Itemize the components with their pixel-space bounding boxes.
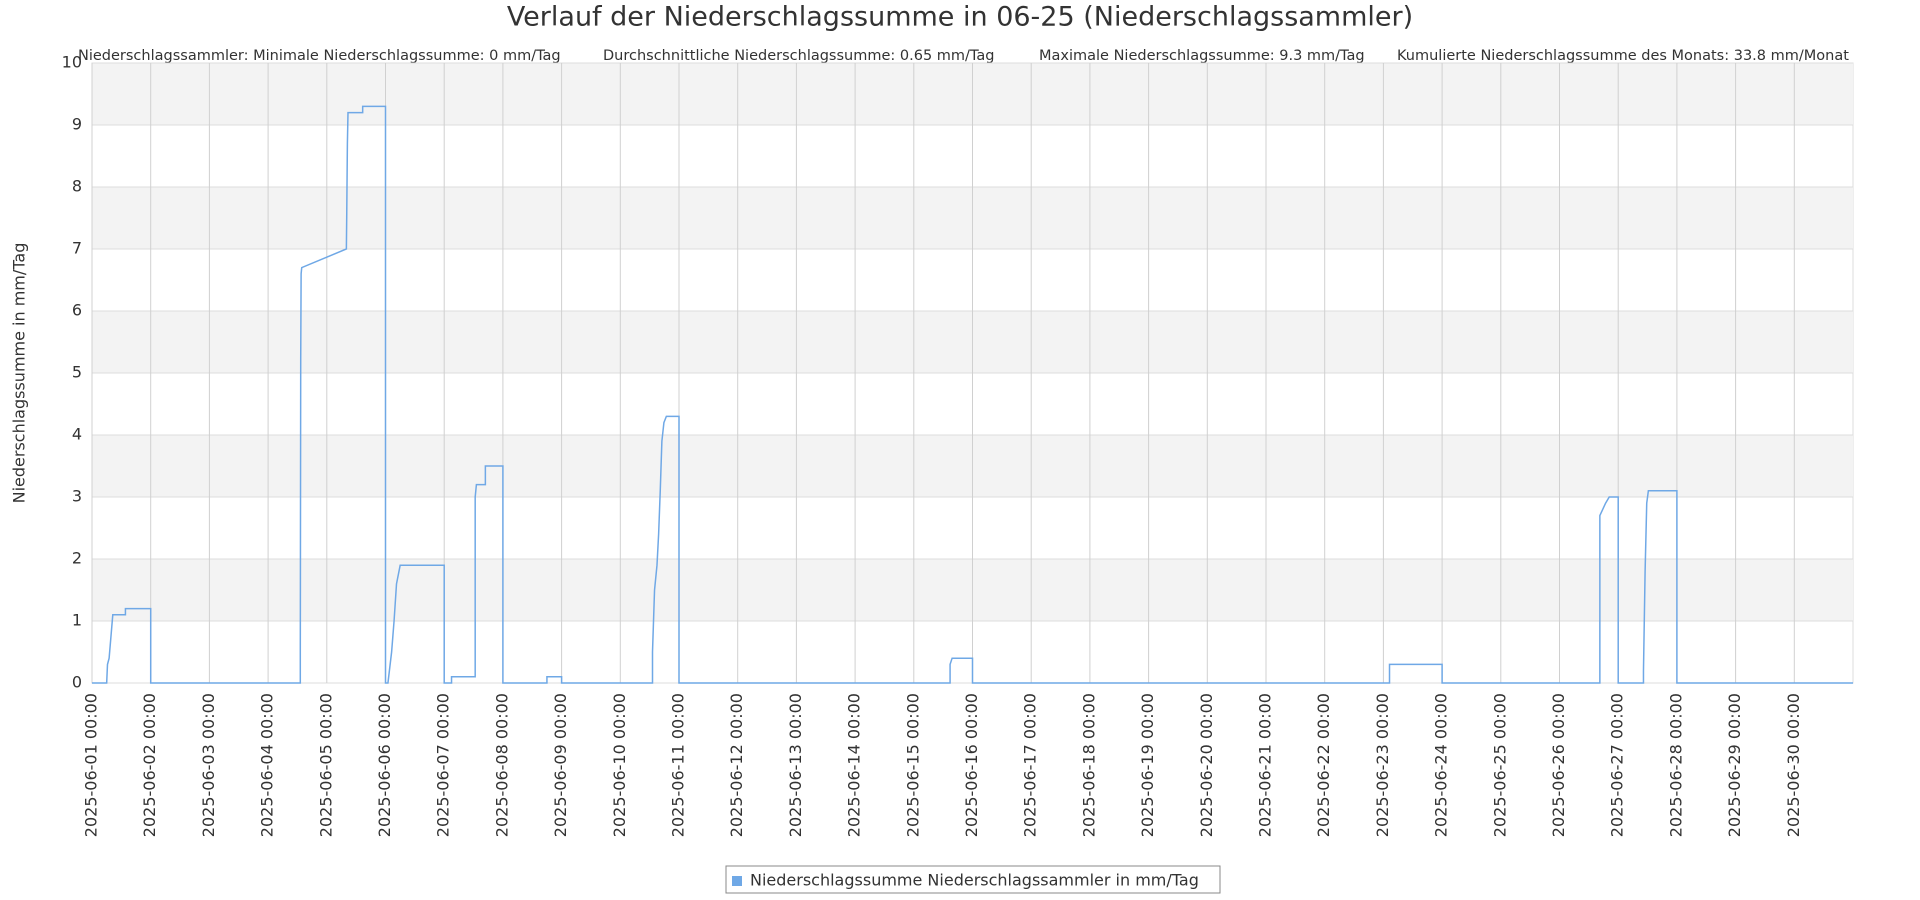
x-tick-label: 2025-06-02 00:00: [140, 693, 159, 837]
y-tick-label: 4: [72, 425, 82, 444]
x-tick-label: 2025-06-15 00:00: [903, 693, 922, 837]
x-tick-label: 2025-06-22 00:00: [1314, 693, 1333, 837]
x-tick-label: 2025-06-24 00:00: [1432, 693, 1451, 837]
legend: Niederschlagssumme Niederschlagssammler …: [725, 865, 1221, 894]
x-tick-label: 2025-06-23 00:00: [1373, 693, 1392, 837]
subtitle: Kumulierte Niederschlagssumme des Monats…: [1397, 48, 1849, 64]
x-tick-label: 2025-06-12 00:00: [727, 693, 746, 837]
x-tick-label: 2025-06-26 00:00: [1549, 693, 1568, 837]
x-tick-label: 2025-06-08 00:00: [492, 693, 511, 837]
x-tick-label: 2025-06-16 00:00: [962, 693, 981, 837]
x-tick-label: 2025-06-04 00:00: [258, 693, 277, 837]
x-tick-label: 2025-06-07 00:00: [434, 693, 453, 837]
x-tick-label: 2025-06-20 00:00: [1197, 693, 1216, 837]
x-tick-label: 2025-06-30 00:00: [1784, 693, 1803, 837]
y-tick-label: 3: [72, 487, 82, 506]
y-axis-label: Niederschlagssumme in mm/Tag: [10, 243, 29, 504]
x-tick-label: 2025-06-13 00:00: [786, 693, 805, 837]
x-tick-label: 2025-06-14 00:00: [845, 693, 864, 837]
legend-box: [725, 865, 1221, 894]
subtitle: Maximale Niederschlagssumme: 9.3 mm/Tag: [1039, 48, 1365, 64]
x-tick-label: 2025-06-10 00:00: [610, 693, 629, 837]
subtitle: Durchschnittliche Niederschlagssumme: 0.…: [603, 48, 994, 64]
x-tick-label: 2025-06-21 00:00: [1256, 693, 1275, 837]
labels: 0 1 2 3 4 5 6 7 8 9 10 2025-06-01 00:00 2025-06-02 0…: [62, 53, 1803, 838]
y-tick-label: 8: [72, 177, 82, 196]
marks: [92, 105, 1853, 684]
x-tick-label: 2025-06-17 00:00: [1021, 693, 1040, 837]
y-tick-label: 0: [72, 673, 82, 692]
x-tick-label: 2025-06-29 00:00: [1725, 693, 1744, 837]
x-tick-label: 2025-06-18 00:00: [1079, 693, 1098, 837]
legend-label[interactable]: Niederschlagssumme Niederschlagssammler …: [750, 871, 1199, 890]
chart-title: Verlauf der Niederschlagssumme in 06-25 …: [507, 2, 1413, 33]
x-tick-label: 2025-06-03 00:00: [199, 693, 218, 837]
x-tick-label: 2025-06-05 00:00: [316, 693, 335, 837]
y-tick-label: 7: [72, 239, 82, 258]
x-tick-label: 2025-06-01 00:00: [82, 693, 101, 837]
x-tick-label: 2025-06-28 00:00: [1666, 693, 1685, 837]
y-tick-label: 2: [72, 549, 82, 568]
x-tick-label: 2025-06-09 00:00: [551, 693, 570, 837]
subtitle: Niederschlagssammler: Minimale Niedersch…: [78, 48, 561, 64]
y-tick-label: 6: [72, 301, 82, 320]
x-tick-label: 2025-06-11 00:00: [669, 693, 688, 837]
y-tick-label: 1: [72, 611, 82, 630]
x-tick-label: 2025-06-19 00:00: [1138, 693, 1157, 837]
y-tick-label: 9: [72, 115, 82, 134]
data-line: [92, 105, 1853, 684]
x-tick-label: 2025-06-25 00:00: [1490, 693, 1509, 837]
x-tick-label: 2025-06-06 00:00: [375, 693, 394, 837]
legend-swatch: [732, 876, 742, 886]
y-tick-label: 5: [72, 363, 82, 382]
y-tick-label: 10: [62, 53, 82, 72]
x-tick-label: 2025-06-27 00:00: [1608, 693, 1627, 837]
